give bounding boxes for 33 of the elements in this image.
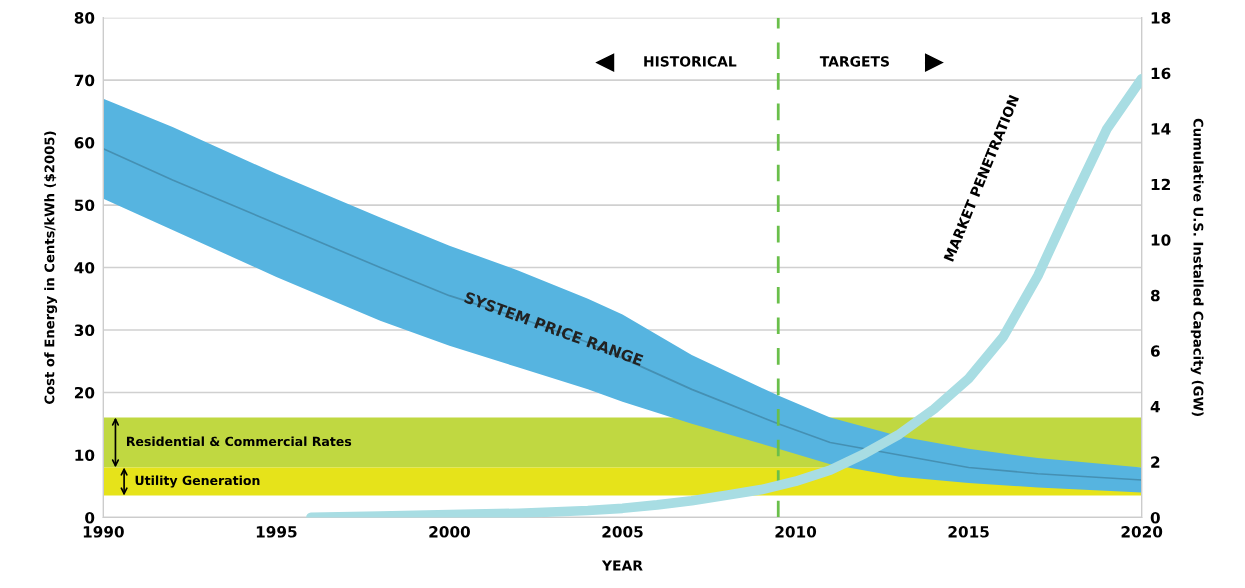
- x-tick-label: 2010: [775, 526, 817, 538]
- y-tick-label: 20: [74, 386, 95, 399]
- y2-tick-label: 8: [1150, 289, 1160, 302]
- y-tick-label: 10: [75, 449, 95, 461]
- x-tick-label: 1990: [83, 526, 124, 538]
- annotation: TARGETS: [819, 56, 889, 67]
- x-axis-title: YEAR: [601, 560, 643, 571]
- y-tick-label: 30: [74, 324, 95, 337]
- y2-tick-label: 16: [1151, 67, 1171, 80]
- x-tick-label: 2020: [1121, 526, 1163, 538]
- x-tick-label: 2000: [429, 526, 470, 538]
- y-tick-label: 80: [74, 12, 95, 24]
- x-tick-label: 2005: [602, 526, 643, 538]
- y-tick-label: 50: [74, 199, 95, 212]
- band-label: Utility Generation: [135, 475, 260, 488]
- y2-tick-label: 18: [1151, 12, 1171, 24]
- y2-tick-label: 14: [1151, 123, 1171, 135]
- y2-tick-label: 10: [1151, 234, 1171, 246]
- y-axis-title: Cost of Energy in Cents/kWh ($2005): [44, 131, 58, 404]
- band-label: Residential & Commercial Rates: [126, 436, 352, 447]
- annotation: HISTORICAL: [644, 56, 737, 67]
- y-tick-label: 40: [74, 262, 95, 274]
- y-tick-label: 70: [74, 74, 95, 87]
- y2-axis-title: Cumulative U.S. Installed Capacity (GW): [1190, 118, 1204, 416]
- x-tick-label: 1995: [256, 526, 297, 538]
- y2-tick-label: 0: [1150, 511, 1160, 524]
- y2-tick-label: 4: [1150, 401, 1160, 413]
- y2-tick-label: 2: [1151, 456, 1160, 468]
- y2-tick-label: 6: [1150, 345, 1160, 357]
- y2-tick-label: 12: [1151, 178, 1170, 191]
- x-tick-label: 2015: [948, 526, 989, 538]
- y-tick-label: 0: [85, 511, 95, 524]
- y-tick-label: 60: [74, 137, 95, 149]
